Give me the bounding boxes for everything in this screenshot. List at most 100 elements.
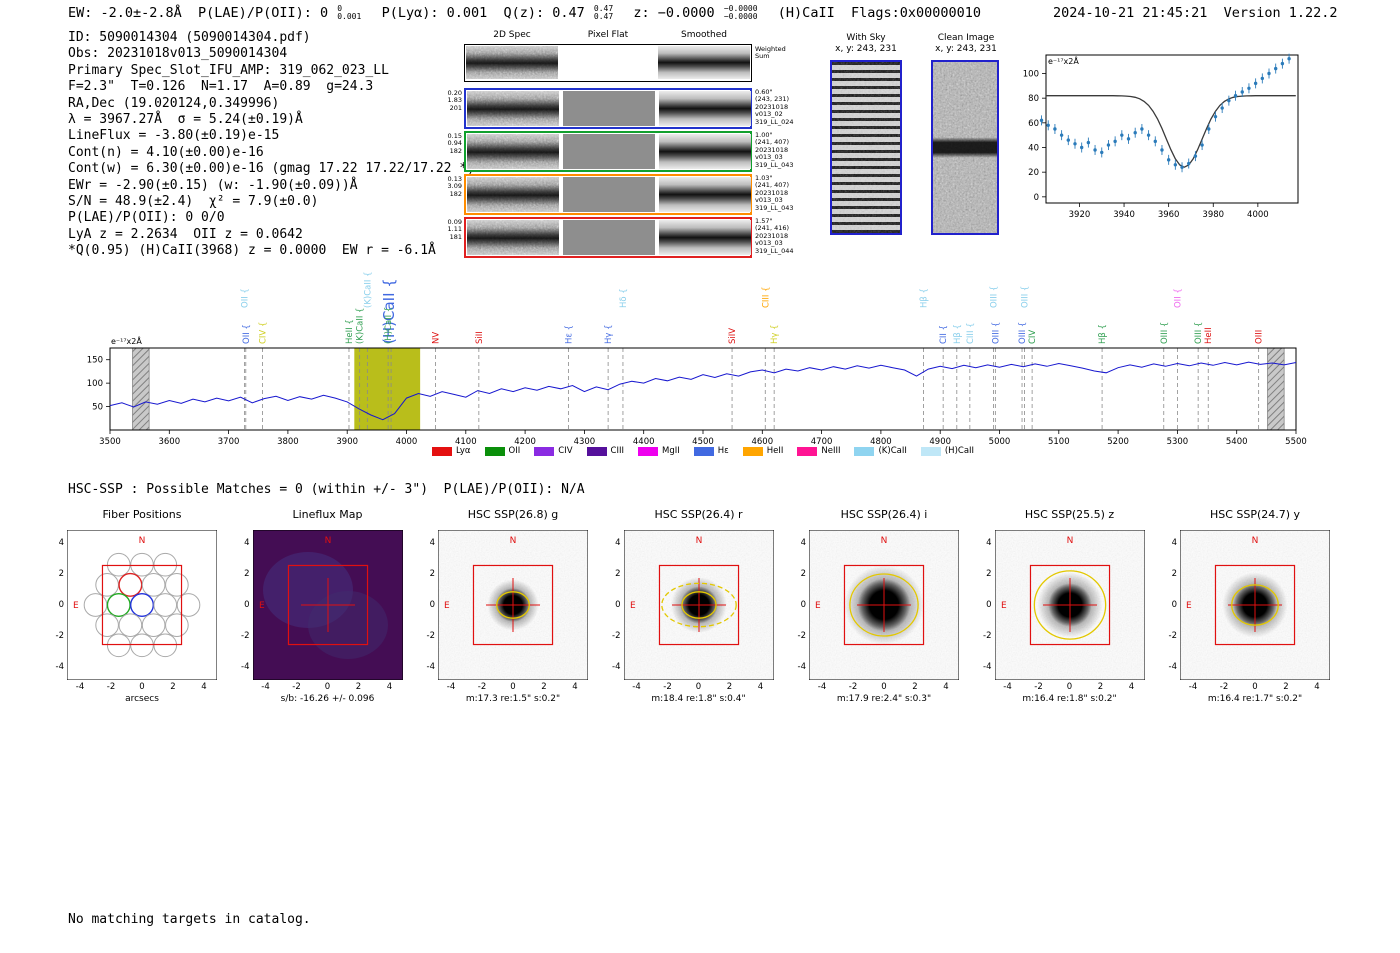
info-line: LineFlux = -3.80(±0.19)e-15 bbox=[68, 128, 280, 144]
plot-frame bbox=[623, 530, 774, 680]
data-point bbox=[1126, 137, 1131, 141]
spec2d-left-label: 0.13 3.09 182 bbox=[445, 175, 462, 198]
data-point bbox=[1233, 94, 1238, 98]
model-ellipse bbox=[660, 582, 737, 628]
mini-line: 0.15 bbox=[447, 132, 462, 140]
x-tick-label: 4 bbox=[386, 682, 393, 692]
spec2d-title-smoothed: Smoothed bbox=[681, 30, 727, 40]
data-point bbox=[1220, 106, 1224, 110]
pixel-flat-image bbox=[563, 177, 655, 212]
z-sub: −0.0000 bbox=[723, 12, 758, 21]
legend-label: HeII bbox=[766, 446, 784, 456]
emission-line-label: CIV bbox=[1028, 330, 1038, 344]
legend-label: CIII bbox=[610, 446, 624, 456]
cutout-plot: NE bbox=[1180, 530, 1330, 680]
fiber-circle bbox=[106, 552, 131, 577]
info-line: F=2.3" T=0.126 N=1.17 A=0.89 g=24.3 bbox=[68, 79, 374, 95]
smoothed-image bbox=[659, 134, 751, 169]
mini-line: 319_LL_044 bbox=[755, 246, 794, 255]
cutout-title: Fiber Positions bbox=[102, 508, 182, 521]
x-tick-label: 4 bbox=[943, 682, 949, 692]
plot-frame bbox=[109, 347, 1297, 431]
legend-item: NeIII bbox=[797, 446, 840, 456]
cutout-plot: NE bbox=[994, 530, 1145, 680]
qz-sup: 0.47 bbox=[593, 4, 614, 13]
info-line: Primary Spec_Slot_IFU_AMP: 319_062_023_L… bbox=[68, 62, 389, 78]
hsc-match-line: HSC-SSP : Possible Matches = 0 (within +… bbox=[68, 482, 585, 497]
weighted-sum-label-line1: Weighted bbox=[755, 45, 786, 53]
info-block: ID: 5090014304 (5090014304.pdf) Obs: 2023… bbox=[68, 30, 475, 260]
tick-label: 3700 bbox=[218, 437, 240, 447]
highlight-band bbox=[354, 348, 421, 430]
aperture-square bbox=[1214, 564, 1296, 646]
tick-label: 100 bbox=[87, 379, 103, 389]
tick-label: 4000 bbox=[1247, 210, 1269, 220]
spec2d-image bbox=[467, 91, 559, 126]
tick-label: 5400 bbox=[1226, 437, 1248, 447]
legend-row: Lyα OII CIV CIII MgII Hε HeII NeIII (K)CaII (H)Ca… bbox=[110, 446, 1296, 456]
tick-label: 5100 bbox=[1048, 437, 1070, 447]
north-label: N bbox=[139, 536, 146, 546]
cutout-title: HSC SSP(26.4) i bbox=[840, 508, 928, 521]
cutout-caption: s/b: -16.26 +/- 0.096 bbox=[280, 694, 375, 704]
mini-line: 181 bbox=[449, 232, 462, 241]
data-point bbox=[1133, 131, 1137, 135]
with-sky-coords: x, y: 243, 231 bbox=[835, 44, 897, 54]
emission-line-label: CII { bbox=[939, 325, 949, 344]
legend-swatch bbox=[742, 446, 763, 456]
cutout-plot: NE bbox=[438, 530, 588, 680]
legend-swatch bbox=[586, 446, 607, 456]
spectral-band bbox=[933, 62, 997, 233]
x-tick-label: 4 bbox=[1314, 682, 1320, 692]
clean-image-title: Clean Image bbox=[937, 33, 995, 43]
legend-swatch bbox=[484, 446, 505, 456]
y-tick-label: 0 bbox=[800, 600, 806, 610]
y-tick-label: -4 bbox=[1168, 662, 1177, 672]
emission-line-label: OII { bbox=[1173, 288, 1183, 308]
fiber-circle bbox=[153, 633, 178, 658]
x-tick-label: 2 bbox=[1283, 682, 1289, 692]
x-tick-label: -4 bbox=[446, 682, 456, 692]
y-tick-label: 2 bbox=[58, 569, 64, 579]
legend-label: CIV bbox=[558, 446, 573, 456]
footer-notes: No matching targets in catalog. Row inte… bbox=[68, 874, 311, 953]
y-tick-label: 2 bbox=[615, 569, 621, 579]
data-point bbox=[1253, 81, 1258, 86]
legend-label: (K)CaII bbox=[878, 446, 907, 456]
aperture-square bbox=[101, 564, 183, 646]
cutout-title: HSC SSP(26.4) r bbox=[654, 508, 743, 521]
spec2d-title-2dspec: 2D Spec bbox=[493, 30, 531, 40]
z-sup: −0.0000 bbox=[723, 4, 758, 13]
emission-line-label: CIII { bbox=[966, 322, 976, 344]
data-point bbox=[1213, 114, 1218, 119]
weighted-sum-label-line2: Sum bbox=[755, 52, 770, 61]
mini-line: 1.11 bbox=[447, 225, 462, 234]
model-fit-line bbox=[1046, 95, 1296, 168]
emission-line-label: (H)CaII { bbox=[384, 307, 394, 344]
mini-line: v013_03 bbox=[755, 153, 783, 162]
tick-label: 3920 bbox=[1069, 210, 1091, 220]
spec2d-right-label: 1.03" (241, 407) 20231018 v013_03 319_LL_043 bbox=[755, 174, 797, 212]
fiber-circle bbox=[106, 592, 131, 618]
mini-line: 201 bbox=[449, 103, 462, 112]
emission-line-label: (K)CaII { bbox=[356, 308, 366, 344]
image-bg bbox=[1180, 530, 1330, 680]
y-tick-label: -4 bbox=[241, 662, 250, 672]
tick-label: 80 bbox=[1028, 94, 1039, 104]
cutout-plot: NE bbox=[623, 530, 774, 680]
x-tick-label: -2 bbox=[1034, 682, 1043, 692]
smoothed-image bbox=[659, 177, 751, 212]
y-tick-label: -4 bbox=[983, 662, 992, 672]
mini-line: 3.09 bbox=[447, 182, 462, 191]
fiber-circle bbox=[95, 573, 119, 597]
data-point bbox=[1287, 57, 1291, 61]
fiber-circle bbox=[118, 572, 143, 597]
y-tick-label: 0 bbox=[429, 600, 435, 610]
info-line: LyA z = 2.2634 OII z = 0.0642 bbox=[68, 226, 303, 242]
mini-line: (241, 407) bbox=[755, 138, 790, 147]
legend-label: MgII bbox=[661, 446, 680, 456]
fiber-circle bbox=[95, 613, 119, 637]
clean-image-coords: x, y: 243, 231 bbox=[935, 44, 997, 54]
aperture-square bbox=[287, 564, 368, 646]
data-point bbox=[1260, 76, 1265, 81]
